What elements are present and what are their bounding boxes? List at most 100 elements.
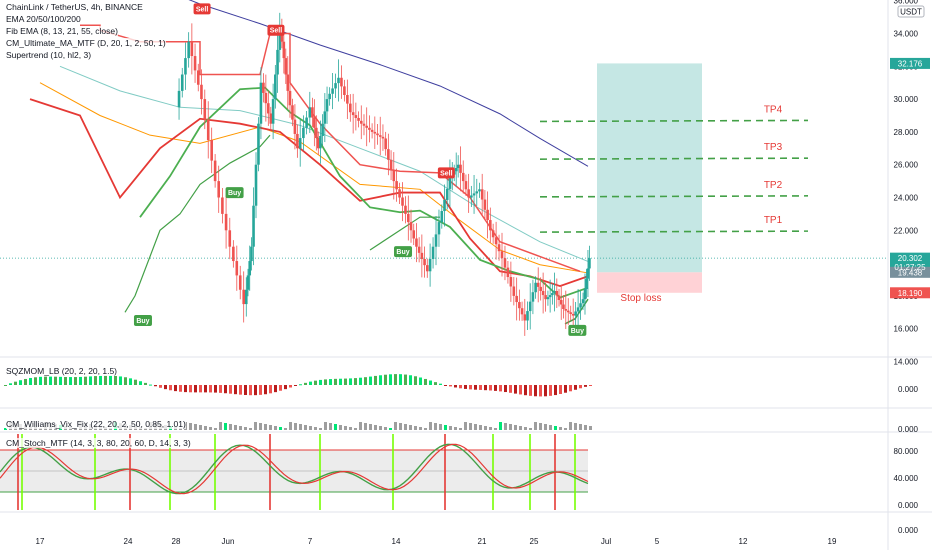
candle-body bbox=[254, 164, 258, 206]
candle-body bbox=[235, 261, 239, 276]
sqzmom-bar bbox=[339, 378, 342, 385]
sqzmom-bar bbox=[324, 379, 327, 385]
vixfix-bar bbox=[549, 425, 552, 430]
indicator-ultimate-ma[interactable]: CM_Ultimate_MA_MTF (D, 20, 1, 2, 50, 1) bbox=[6, 38, 166, 48]
sqzmom-bar bbox=[24, 378, 27, 385]
sqzmom-bar bbox=[499, 385, 502, 392]
indicator-supertrend[interactable]: Supertrend (10, hl2, 3) bbox=[6, 50, 92, 60]
vixfix-bar bbox=[479, 425, 482, 430]
pane-title-sqzmom[interactable]: SQZMOM_LB (20, 2, 20, 1.5) bbox=[6, 366, 118, 376]
sqzmom-bar bbox=[349, 378, 352, 385]
candle-body bbox=[585, 278, 588, 289]
candle-body bbox=[288, 90, 292, 106]
candle-body bbox=[409, 222, 413, 231]
take-profit-label: TP3 bbox=[764, 142, 783, 153]
vixfix-bar bbox=[179, 428, 182, 430]
candle-body bbox=[464, 181, 468, 190]
candle-body bbox=[557, 295, 561, 300]
sqzmom-bar bbox=[509, 385, 512, 393]
sqzmom-bar bbox=[439, 383, 442, 385]
vixfix-bar bbox=[489, 427, 492, 430]
candle-body bbox=[581, 299, 585, 304]
sqzmom-bar bbox=[549, 385, 552, 396]
vixfix-bar bbox=[109, 428, 112, 430]
candle-body bbox=[271, 99, 275, 124]
sqzmom-bar bbox=[194, 385, 197, 393]
vixfix-bar bbox=[39, 428, 42, 430]
vixfix-bar bbox=[529, 428, 532, 430]
candle-body bbox=[246, 275, 250, 290]
indicator-ema[interactable]: EMA 20/50/100/200 bbox=[6, 14, 81, 24]
x-tick-label: 24 bbox=[124, 537, 133, 546]
vixfix-bar bbox=[499, 422, 502, 430]
sqzmom-bar bbox=[234, 385, 237, 395]
candle-body bbox=[443, 199, 446, 212]
vixfix-bar bbox=[394, 422, 397, 430]
vixfix-bar bbox=[439, 424, 442, 430]
candle-body bbox=[193, 56, 197, 71]
pane-title-stoch[interactable]: CM_Stoch_MTF (14, 3, 3, 80, 20, 60, D, 1… bbox=[6, 438, 191, 448]
vixfix-bar bbox=[379, 426, 382, 430]
vixfix-bar bbox=[334, 424, 337, 430]
candle-body bbox=[308, 107, 312, 118]
candle-body bbox=[200, 84, 203, 100]
price-label: 32.176 bbox=[898, 59, 923, 68]
y-tick-label: 22.000 bbox=[894, 226, 919, 235]
sqzmom-bar bbox=[534, 385, 537, 397]
vixfix-bar bbox=[349, 427, 352, 430]
sqzmom-bar bbox=[184, 385, 187, 393]
vixfix-bar bbox=[469, 423, 472, 430]
sqzmom-bar bbox=[4, 385, 7, 386]
candle-body bbox=[534, 282, 537, 293]
sqzmom-bar bbox=[479, 385, 482, 390]
candle-body bbox=[282, 41, 286, 59]
candle-body bbox=[467, 189, 470, 198]
vixfix-bar bbox=[304, 425, 307, 430]
signal-label: Buy bbox=[396, 249, 409, 256]
bottom-axis-label: 0.000 bbox=[898, 526, 919, 535]
candle-body bbox=[325, 99, 329, 112]
candle-body bbox=[459, 164, 462, 173]
buy-signal bbox=[394, 246, 413, 258]
sell-signal bbox=[437, 167, 455, 179]
candle-body bbox=[224, 213, 228, 231]
vixfix-bar bbox=[314, 427, 317, 430]
candle-body bbox=[412, 230, 416, 239]
candle-body bbox=[445, 188, 449, 200]
sqzmom-bar bbox=[404, 374, 407, 385]
sqzmom-bar bbox=[9, 383, 12, 385]
sqzmom-bar bbox=[219, 385, 222, 393]
x-tick-label: 28 bbox=[172, 537, 181, 546]
signal-label: Sell bbox=[440, 170, 453, 177]
sqzmom-bar bbox=[264, 385, 267, 395]
candle-body bbox=[483, 199, 487, 210]
sqzmom-bar bbox=[569, 385, 572, 392]
sqzmom-bar bbox=[189, 385, 192, 393]
candle-body bbox=[571, 313, 575, 316]
sqzmom-bar bbox=[149, 384, 152, 386]
sqzmom-bar bbox=[399, 374, 402, 385]
vixfix-bar bbox=[399, 423, 402, 430]
candle-body bbox=[354, 115, 358, 118]
sqzmom-bar bbox=[354, 378, 357, 385]
indicator-fib-ema[interactable]: Fib EMA (8, 13, 21, 55, close) bbox=[6, 26, 118, 36]
candle-body bbox=[579, 303, 582, 308]
sqzmom-bar bbox=[29, 377, 32, 385]
pane-title-vixfix[interactable]: CM_Williams_Vix_Fix (22, 20, 2, 50, 0.85… bbox=[6, 419, 186, 429]
candle-body bbox=[539, 286, 542, 291]
candle-body bbox=[346, 95, 349, 104]
take-profit-line bbox=[539, 157, 809, 160]
vixfix-bar bbox=[509, 424, 512, 430]
candle-body bbox=[248, 261, 252, 276]
candle-body bbox=[456, 164, 460, 168]
candle-body bbox=[196, 70, 200, 85]
vixfix-bar bbox=[329, 423, 332, 430]
candle-body bbox=[340, 77, 343, 87]
sqzmom-bar bbox=[119, 376, 122, 385]
candle-body bbox=[526, 311, 529, 321]
candle-body bbox=[291, 105, 294, 120]
candle-body bbox=[359, 120, 363, 124]
candle-body bbox=[497, 244, 501, 252]
